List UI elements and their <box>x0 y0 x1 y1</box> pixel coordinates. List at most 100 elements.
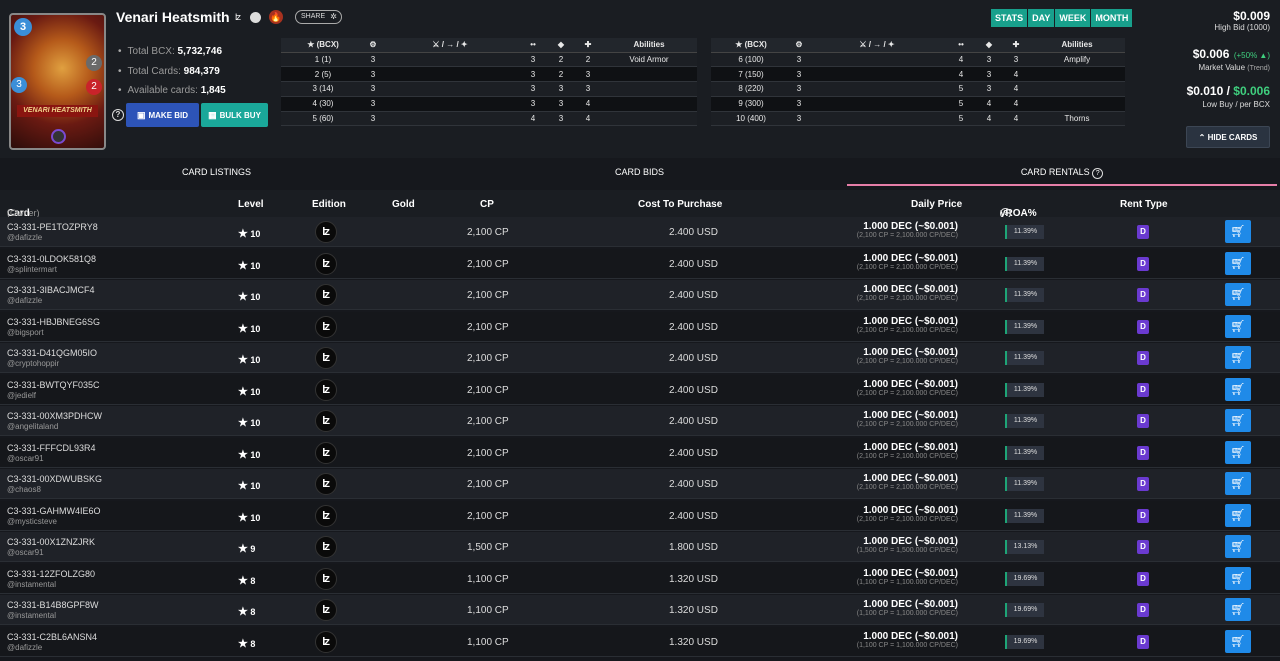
owner-name[interactable]: @jedielf <box>7 390 37 400</box>
card-id[interactable]: C3-331-B14B8GPF8W <box>7 600 99 610</box>
owner-name[interactable]: @instamental <box>7 611 57 620</box>
owner-name[interactable]: @dafizzle <box>7 642 43 652</box>
cart-button[interactable]: 🛒︎ <box>1225 251 1251 275</box>
rent-type-badge: D <box>1137 256 1149 271</box>
tab-card-rentals[interactable]: CARD RENTALS ? <box>847 158 1277 186</box>
owner-name[interactable]: @angelitaland <box>7 422 59 431</box>
listing-row[interactable]: C3-331-B14B8GPF8W @instamental ★ 8 ʫ 1,100 C… <box>0 595 1280 625</box>
listing-tabs: CARD LISTINGS CARD BIDS CARD RENTALS ? <box>0 158 1280 188</box>
col-cp[interactable]: CP <box>480 199 494 210</box>
cart-icon: 🛒︎ <box>1230 444 1246 459</box>
card-id[interactable]: C3-331-HBJBNEG6SG <box>7 316 101 327</box>
cart-button[interactable]: 🛒︎ <box>1225 440 1251 464</box>
owner-name[interactable]: @cryptohoppir <box>7 359 60 368</box>
attack-col-icon: ⚔ / → / ✦ <box>807 38 947 53</box>
tab-day[interactable]: DAY <box>1028 9 1055 27</box>
level-value: ★ 10 <box>238 448 261 461</box>
cart-button[interactable]: 🛒︎ <box>1225 220 1251 243</box>
cart-button[interactable]: 🛒︎ <box>1225 377 1251 401</box>
col-daily-price[interactable]: Daily Price <box>911 199 963 210</box>
card-id[interactable]: C3-331-00XM3PDHCW <box>7 411 103 421</box>
card-id[interactable]: C3-331-D41QGM05IO <box>7 348 98 358</box>
cart-button[interactable]: 🛒︎ <box>1225 566 1251 590</box>
level-cell: 2 <box>575 52 601 68</box>
listing-row[interactable]: C3-331-00X1ZNZJRK @oscar91 ★ 9 ʫ 1,500 CP 1.8… <box>0 532 1280 562</box>
mana-col-icon: ⚙ <box>365 38 381 53</box>
listing-row[interactable]: C3-331-HBJBNEG6SG @bigsport ★ 10 ʫ 2,100 CP 2… <box>0 311 1280 342</box>
owner-name[interactable]: @oscar91 <box>7 548 44 557</box>
tab-card-listings[interactable]: CARD LISTINGS <box>181 167 251 177</box>
tab-card-bids[interactable]: CARD BIDS <box>614 167 664 177</box>
tab-stats[interactable]: STATS <box>991 9 1028 27</box>
listing-row[interactable]: C3-331-FFFCDL93R4 @oscar91 ★ 10 ʫ 2,100 CP 2.… <box>0 437 1280 468</box>
card-id[interactable]: C3-331-C2BL6ANSN4 <box>7 631 98 642</box>
level-cell: 3 <box>365 96 381 112</box>
owner-name[interactable]: @instamental <box>7 579 57 589</box>
listing-row[interactable]: C3-331-00XDWUBSKG @chaos8 ★ 10 ʫ 2,100 CP 2.4… <box>0 469 1280 499</box>
owner-name[interactable]: @dafizzle <box>7 233 43 242</box>
col-edition[interactable]: Edition <box>312 199 346 210</box>
share-button[interactable]: SHARE ✲ <box>295 10 342 24</box>
level-cell: 3 <box>365 52 381 68</box>
owner-name[interactable]: @mysticsteve <box>7 516 57 526</box>
star-icon: ★ <box>238 322 248 335</box>
cart-button[interactable]: 🛒︎ <box>1225 346 1251 369</box>
owner-name[interactable]: @oscar91 <box>7 453 44 463</box>
tab-week[interactable]: WEEK <box>1055 9 1091 27</box>
help-icon[interactable]: ? <box>112 109 124 121</box>
chevron-up-icon: ⌃ <box>1198 132 1206 142</box>
owner-name[interactable]: @chaos8 <box>7 485 41 494</box>
listing-row[interactable]: C3-331-C2BL6ANSN4 @dafizzle ★ 8 ʫ 1,100 CP 1.… <box>0 626 1280 657</box>
bulk-buy-button[interactable]: ▦ BULK BUY <box>201 103 268 127</box>
daily-price-main: 1.000 DEC (~$0.001) <box>863 410 958 421</box>
speed-badge: 3 <box>11 77 27 93</box>
listing-row[interactable]: C3-331-PE1TOZPRY8 @dafizzle ★ 10 ʫ 2,100 CP 2… <box>0 217 1280 247</box>
edition-icon: ʫ <box>315 315 337 338</box>
col-gold[interactable]: Gold <box>392 199 415 210</box>
col-cost[interactable]: Cost To Purchase <box>638 199 723 210</box>
help-icon[interactable]: ? <box>1092 168 1104 179</box>
listing-row[interactable]: C3-331-D41QGM05IO @cryptohoppir ★ 10 ʫ 2,100… <box>0 343 1280 373</box>
card-id[interactable]: C3-331-00X1ZNZJRK <box>7 537 96 547</box>
card-id[interactable]: C3-331-GAHMW4IE6O <box>7 505 101 516</box>
cart-button[interactable]: 🛒︎ <box>1225 314 1251 338</box>
col-rent-type[interactable]: Rent Type <box>1120 199 1168 210</box>
daily-price-main: 1.000 DEC (~$0.001) <box>863 599 958 610</box>
cart-button[interactable]: 🛒︎ <box>1225 409 1251 432</box>
cart-button[interactable]: 🛒︎ <box>1225 598 1251 621</box>
grid-icon: ▦ <box>208 109 217 120</box>
card-id[interactable]: C3-331-FFFCDL93R4 <box>7 442 96 453</box>
hide-cards-button[interactable]: ⌃ HIDE CARDS <box>1186 126 1270 148</box>
owner-name[interactable]: @bigsport <box>7 327 44 337</box>
listing-row[interactable]: C3-331-GAHMW4IE6O @mysticsteve ★ 10 ʫ 2,100 … <box>0 500 1280 531</box>
tab-month[interactable]: MONTH <box>1091 9 1133 27</box>
card-id[interactable]: C3-331-BWTQYF035C <box>7 379 100 390</box>
listing-row[interactable]: C3-331-12ZFOLZG80 @instamental ★ 8 ʫ 1,100 C… <box>0 563 1280 594</box>
card-id[interactable]: C3-331-0LDOK581Q8 <box>7 253 97 264</box>
card-id[interactable]: C3-331-PE1TOZPRY8 <box>7 222 98 232</box>
card-art-image: 3 2 3 2 VENARI HEATSMITH <box>9 13 106 150</box>
col-level[interactable]: Level <box>238 199 264 210</box>
cost-value: 1.320 USD <box>669 605 718 616</box>
listing-row[interactable]: C3-331-BWTQYF035C @jedielf ★ 10 ʫ 2,100 CP 2.… <box>0 374 1280 405</box>
listing-row[interactable]: C3-331-0LDOK581Q8 @splintermart ★ 10 ʫ 2,100… <box>0 248 1280 279</box>
star-icon: ★ <box>238 448 248 461</box>
cart-button[interactable]: 🛒︎ <box>1225 283 1251 306</box>
cart-button[interactable]: 🛒︎ <box>1225 629 1251 653</box>
total-bcx-value: 5,732,746 <box>177 46 223 57</box>
make-bid-button[interactable]: ▣ MAKE BID <box>126 103 199 127</box>
card-id[interactable]: C3-331-3IBACJMCF4 <box>7 285 95 295</box>
cart-button[interactable]: 🛒︎ <box>1225 535 1251 558</box>
cart-icon: 🛒︎ <box>1230 224 1246 238</box>
daily-price-main: 1.000 DEC (~$0.001) <box>863 252 958 264</box>
daily-price-main: 1.000 DEC (~$0.001) <box>863 378 958 390</box>
listing-row[interactable]: C3-331-3IBACJMCF4 @dafizzle ★ 10 ʫ 2,100 CP 2… <box>0 280 1280 310</box>
owner-name[interactable]: @dafizzle <box>7 296 43 305</box>
card-id[interactable]: C3-331-12ZFOLZG80 <box>7 568 96 579</box>
cart-button[interactable]: 🛒︎ <box>1225 472 1251 495</box>
owner-name[interactable]: @splintermart <box>7 264 57 274</box>
level-value: ★ 10 <box>238 322 261 335</box>
card-id[interactable]: C3-331-00XDWUBSKG <box>7 474 103 484</box>
cart-button[interactable]: 🛒︎ <box>1225 503 1251 527</box>
listing-row[interactable]: C3-331-00XM3PDHCW @angelitaland ★ 10 ʫ 2,100… <box>0 406 1280 436</box>
